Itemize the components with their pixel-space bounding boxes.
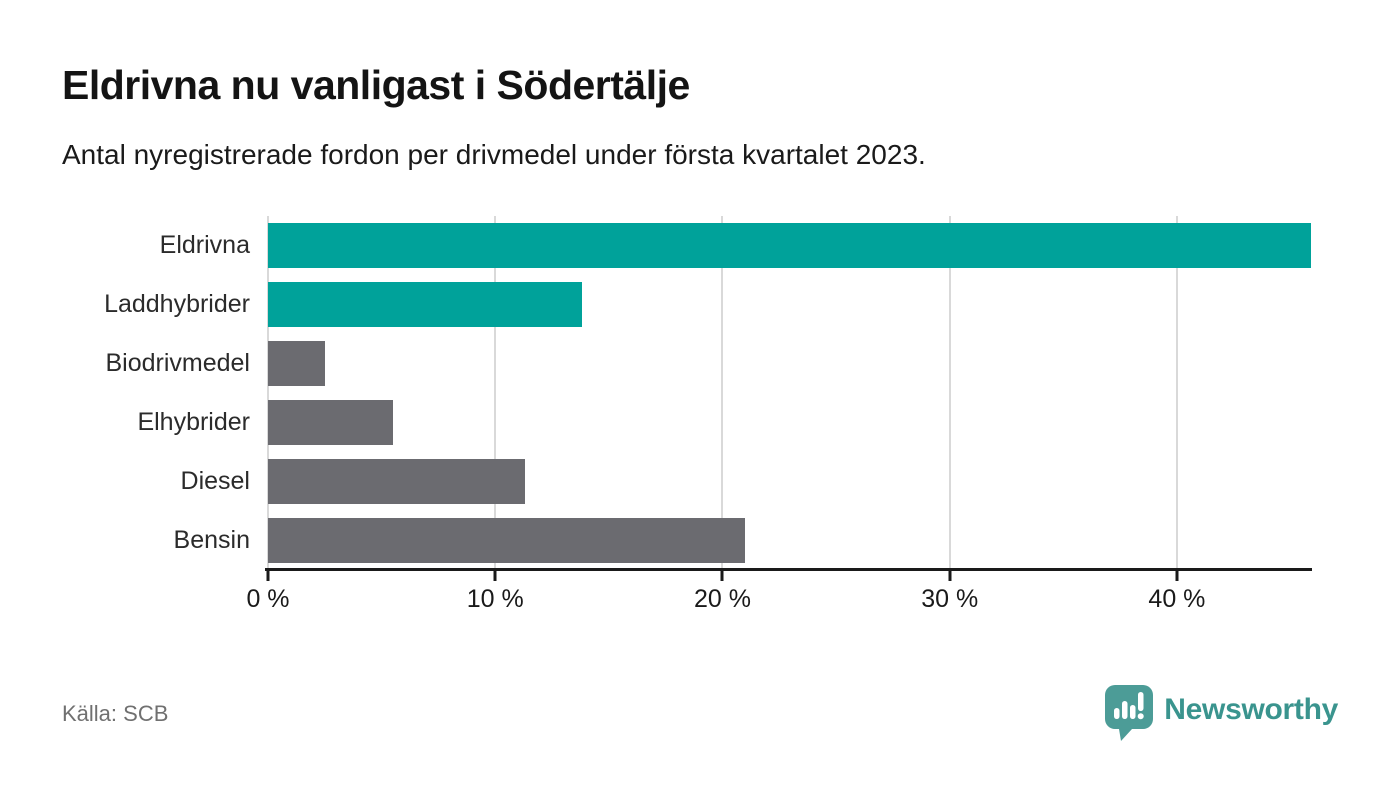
category-label-laddhybrider: Laddhybrider — [104, 290, 250, 318]
x-axis-tick — [1175, 571, 1179, 581]
x-axis-tick — [948, 571, 952, 581]
bar-diesel — [268, 459, 525, 504]
category-label-diesel: Diesel — [180, 467, 250, 495]
x-axis-tick-label: 40 % — [1148, 585, 1206, 613]
bar-biodrivmedel — [268, 341, 325, 386]
bar-bensin — [268, 518, 746, 563]
page-subtitle: Antal nyregistrerade fordon per drivmede… — [62, 139, 926, 170]
x-axis-tick-label: 0 % — [246, 585, 290, 613]
newsworthy-logo-icon — [1105, 685, 1154, 741]
category-label-bensin: Bensin — [173, 526, 250, 554]
page-title: Eldrivna nu vanligast i Södertälje — [62, 62, 690, 108]
x-axis-tick — [493, 571, 497, 581]
x-axis-tick — [720, 571, 724, 581]
x-axis-tick-label: 10 % — [466, 585, 524, 613]
newsworthy-logo-text: Newsworthy — [1164, 693, 1338, 726]
category-label-biodrivmedel: Biodrivmedel — [105, 349, 250, 377]
gridline — [721, 216, 724, 570]
newsworthy-logo: Newsworthy — [1105, 685, 1338, 743]
bar-eldrivna — [268, 223, 1311, 268]
bar-chart: 0 % 10 % 20 % 30 % 40 % Eldrivna Laddhybrider B… — [104, 216, 1311, 613]
bar-elhybrider — [268, 400, 393, 445]
category-label-eldrivna: Eldrivna — [159, 231, 250, 259]
x-axis-tick-label: 30 % — [921, 585, 979, 613]
category-label-elhybrider: Elhybrider — [137, 408, 250, 436]
x-axis-tick-label: 20 % — [693, 585, 751, 613]
gridline — [494, 216, 497, 570]
gridline — [948, 216, 951, 570]
gridline — [1175, 216, 1178, 570]
bar-laddhybrider — [268, 282, 582, 327]
x-axis-line — [265, 568, 1312, 571]
gridline — [267, 216, 269, 570]
x-axis-tick — [266, 571, 270, 581]
source-note: Källa: SCB — [62, 701, 169, 726]
